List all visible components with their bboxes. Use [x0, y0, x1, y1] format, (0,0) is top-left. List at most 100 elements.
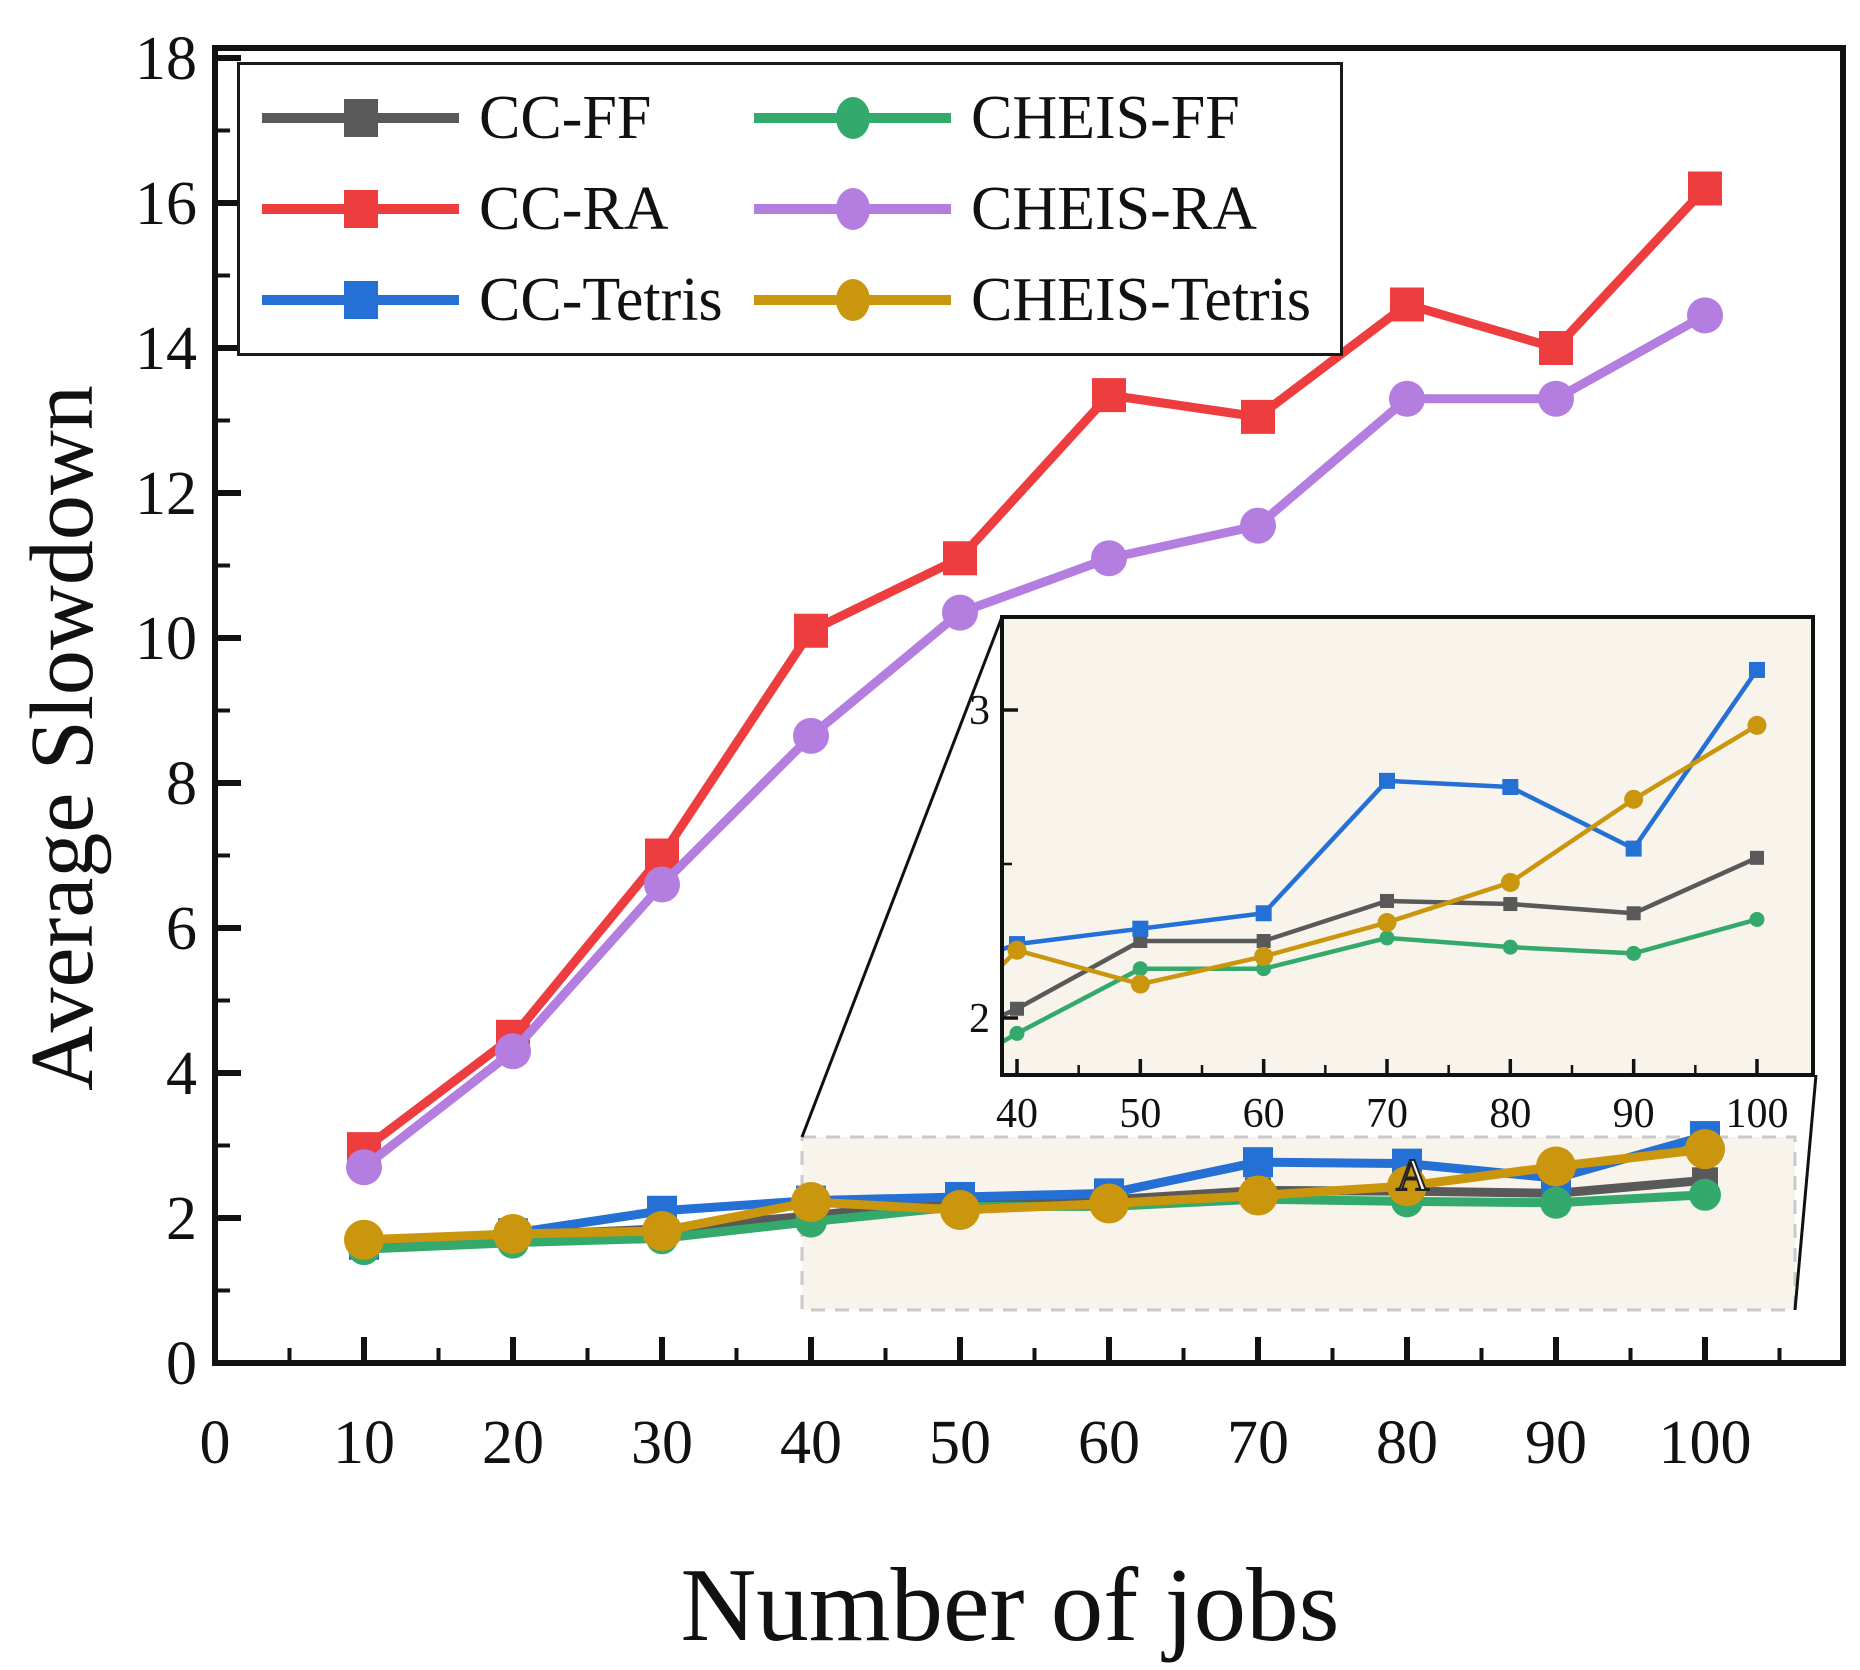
x-axis-tick-label: 30 [631, 1409, 693, 1477]
y-axis-title: Average Slowdown [13, 385, 112, 1091]
inset-background [1002, 617, 1813, 1075]
zoom-callout-line-right [1793, 1074, 1818, 1311]
series-line-cheis-tetris [363, 1144, 1706, 1245]
legend-circle-marker [836, 279, 870, 321]
inset-series-marker-cheis-ff [1502, 939, 1518, 955]
series-marker-cheis-ra [942, 594, 978, 631]
inset-series-marker-cc-ff [1379, 893, 1394, 908]
series-marker-cheis-ra [793, 717, 829, 754]
inset-series-line-cheis-tetris [1002, 723, 1759, 987]
y-axis-tick-label: 4 [166, 1040, 197, 1108]
inset-series-marker-cheis-tetris [1254, 946, 1274, 966]
x-axis-tick-label: 90 [1525, 1409, 1587, 1477]
inset-series-marker-cheis-tetris [1500, 872, 1520, 892]
inset-series-marker-cheis-ff [1379, 930, 1395, 946]
legend-marker-cheis-ff [754, 97, 951, 139]
x-axis-tick-label: 0 [200, 1409, 231, 1477]
series-marker-cheis-ra [1538, 380, 1574, 417]
inset-y-tick-label: 2 [969, 996, 990, 1042]
inset-x-tick-label: 70 [1366, 1091, 1408, 1137]
inset-series-marker-cheis-tetris [1624, 789, 1644, 809]
inset-series-marker-cc-ff [887, 1057, 901, 1071]
legend-entry-cheis-ra: CHEIS-RA [750, 165, 1330, 253]
legend-label-cheis-tetris: CHEIS-Tetris [971, 266, 1312, 334]
series-marker-cc-ra [1688, 171, 1722, 206]
inset-series-marker-cc-ff [1749, 850, 1764, 865]
inset-series-marker-cc-tetris [1625, 840, 1642, 857]
legend-entry-cc-ra: CC-RA [258, 165, 750, 253]
x-axis-tick-label: 80 [1376, 1409, 1438, 1477]
series-marker-cc-ra [1390, 287, 1424, 322]
x-axis-title: Number of jobs [680, 1546, 1339, 1663]
inset-series-group [638, 661, 1767, 1120]
inset-series-marker-cc-tetris [1748, 661, 1765, 678]
legend-marker-cheis-tetris [754, 279, 951, 321]
series-marker-cheis-tetris [940, 1190, 980, 1231]
inset-series-marker-cc-ra [638, 716, 656, 734]
series-marker-cheis-ra [1389, 380, 1425, 417]
x-axis-tick-label: 70 [1227, 1409, 1289, 1477]
series-marker-cheis-ff [1689, 1178, 1721, 1211]
inset-series-marker-cc-ff [763, 1085, 777, 1099]
zoom-callout-line-left [800, 616, 1004, 1138]
inset-x-tick-label: 40 [996, 1091, 1038, 1137]
series-marker-cheis-tetris [1387, 1166, 1427, 1207]
y-axis-tick-label: 10 [135, 605, 197, 673]
inset-series-marker-cheis-tetris [761, 1076, 780, 1095]
x-axis-tick-label: 60 [1078, 1409, 1140, 1477]
series-marker-cc-tetris [1243, 1147, 1273, 1178]
inset-series-marker-cheis-tetris [1007, 940, 1027, 960]
series-marker-cheis-ra [495, 1033, 531, 1070]
legend-circle-marker [836, 97, 870, 139]
inset-series-marker-cc-tetris [762, 1075, 778, 1091]
y-axis-tick-label: 6 [166, 895, 197, 963]
inset-series-line-cc-tetris [1002, 668, 1759, 952]
legend-entry-cheis-ff: CHEIS-FF [750, 74, 1330, 162]
legend-square-marker [344, 190, 378, 228]
x-axis-tick-label: 10 [333, 1409, 395, 1477]
inset-series-marker-cheis-tetris [638, 1101, 657, 1120]
legend-square-marker [344, 99, 378, 137]
inset-series-marker-cheis-ra [638, 793, 656, 811]
y-axis-tick-label: 12 [135, 460, 197, 528]
legend-marker-cheis-ra [754, 188, 951, 230]
series-marker-cheis-tetris [493, 1213, 533, 1254]
inset-x-tick-label: 100 [1725, 1091, 1788, 1137]
y-axis-tick-label: 18 [135, 25, 197, 93]
legend-marker-cc-ra [262, 190, 459, 228]
inset-series-marker-cheis-ff [1009, 1025, 1025, 1041]
main-plot-frame [212, 45, 1846, 1366]
x-axis-tick-label: 100 [1659, 1409, 1752, 1477]
y-axis-tick-label: 0 [166, 1330, 197, 1398]
series-marker-cc-ra [794, 613, 828, 648]
inset-series-marker-cc-ff [1133, 934, 1148, 948]
inset-x-tick-label: 50 [1119, 1091, 1161, 1137]
series-marker-cheis-ra [346, 1149, 382, 1186]
inset-series-marker-cc-tetris [886, 979, 902, 995]
inset-series-marker-cc-tetris [1378, 772, 1395, 789]
x-axis-tick-label: 50 [929, 1409, 991, 1477]
y-axis-tick-label: 8 [166, 750, 197, 818]
legend-square-marker [344, 281, 378, 319]
legend-marker-cc-tetris [262, 281, 459, 319]
inset-series-marker-cc-tetris [1255, 905, 1272, 922]
series-line-cheis-ra [361, 311, 1708, 1171]
y-axis-tick-label: 14 [135, 315, 197, 383]
y-axis-tick-label: 16 [135, 170, 197, 238]
legend-label-cc-ff: CC-FF [479, 84, 652, 152]
series-marker-cheis-ff [1540, 1186, 1572, 1219]
series-marker-cc-ra [1092, 378, 1126, 413]
inset-series-marker-cheis-ff [886, 1097, 901, 1112]
inset-y-tick-label: 3 [969, 688, 990, 734]
series-marker-cheis-ra [644, 866, 680, 903]
series-marker-cheis-tetris [791, 1182, 831, 1223]
series-marker-cheis-tetris [642, 1211, 682, 1252]
inset-series-marker-cc-ff [1626, 906, 1641, 921]
legend: CC-FF CHEIS-FF CC-RA CHEIS-RA CC-Tetris CHEIS… [237, 62, 1343, 356]
legend-entry-cheis-tetris: CHEIS-Tetris [750, 256, 1330, 344]
series-line-cc-ra [361, 185, 1709, 1153]
legend-label-cheis-ra: CHEIS-RA [971, 175, 1257, 243]
series-marker-cheis-ra [1091, 540, 1127, 577]
